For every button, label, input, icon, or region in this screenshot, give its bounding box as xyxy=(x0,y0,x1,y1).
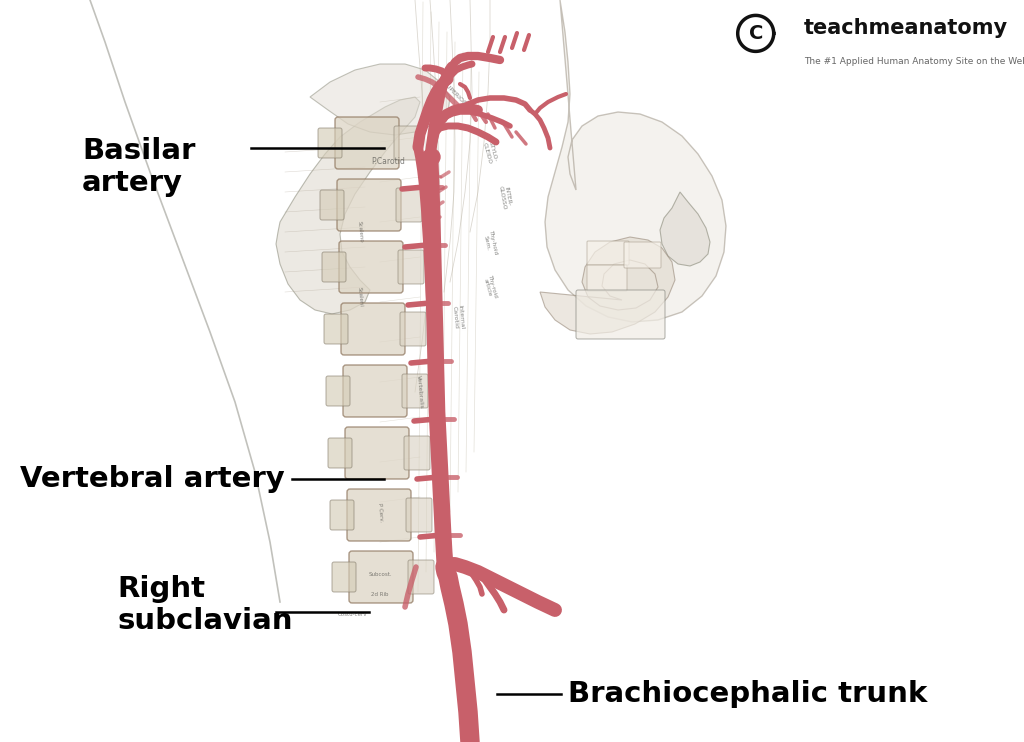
Text: 2d Rib: 2d Rib xyxy=(372,591,389,597)
FancyBboxPatch shape xyxy=(624,242,662,268)
Text: Costu-cerv: Costu-cerv xyxy=(337,611,367,617)
Text: Internal
Carotid: Internal Carotid xyxy=(452,304,465,329)
Circle shape xyxy=(424,149,440,165)
Text: Basilar
artery: Basilar artery xyxy=(82,137,196,197)
FancyBboxPatch shape xyxy=(335,117,399,169)
FancyBboxPatch shape xyxy=(345,427,409,479)
Text: Right
subclavian: Right subclavian xyxy=(118,574,293,635)
FancyBboxPatch shape xyxy=(396,188,422,222)
FancyBboxPatch shape xyxy=(330,500,354,530)
Text: The #1 Applied Human Anatomy Site on the Web.: The #1 Applied Human Anatomy Site on the… xyxy=(804,57,1024,66)
Text: Vertebral artery: Vertebral artery xyxy=(20,464,286,493)
Text: Scaleni: Scaleni xyxy=(356,287,364,307)
Text: P.Carotid: P.Carotid xyxy=(371,157,404,166)
FancyBboxPatch shape xyxy=(318,128,342,158)
FancyBboxPatch shape xyxy=(337,179,401,231)
FancyBboxPatch shape xyxy=(349,551,413,603)
FancyBboxPatch shape xyxy=(343,365,407,417)
FancyBboxPatch shape xyxy=(324,314,348,344)
Text: Subcost.: Subcost. xyxy=(369,571,392,577)
FancyBboxPatch shape xyxy=(328,438,352,468)
Text: Thy-hoid
Sem.: Thy-hoid Sem. xyxy=(482,229,498,255)
Text: teachmeanatomy: teachmeanatomy xyxy=(804,19,1008,38)
Text: Thy-roid
article: Thy-roid article xyxy=(481,274,499,300)
FancyBboxPatch shape xyxy=(319,190,344,220)
FancyBboxPatch shape xyxy=(400,312,426,346)
FancyBboxPatch shape xyxy=(587,241,629,265)
FancyBboxPatch shape xyxy=(322,252,346,282)
FancyBboxPatch shape xyxy=(575,290,665,339)
FancyBboxPatch shape xyxy=(394,126,420,160)
Text: SUPERIOR: SUPERIOR xyxy=(442,81,468,107)
FancyBboxPatch shape xyxy=(339,241,403,293)
FancyBboxPatch shape xyxy=(402,374,428,408)
FancyBboxPatch shape xyxy=(404,436,430,470)
Polygon shape xyxy=(540,237,675,334)
Text: Vertebralis: Vertebralis xyxy=(416,375,424,409)
FancyBboxPatch shape xyxy=(398,250,424,284)
Polygon shape xyxy=(276,97,420,314)
FancyBboxPatch shape xyxy=(341,303,406,355)
FancyBboxPatch shape xyxy=(408,560,434,594)
FancyBboxPatch shape xyxy=(347,489,411,541)
Text: Scaleno: Scaleno xyxy=(356,221,364,243)
FancyBboxPatch shape xyxy=(406,498,432,532)
Text: P Cerv.: P Cerv. xyxy=(377,502,383,522)
Polygon shape xyxy=(545,0,726,322)
Text: INTER-
GLOSSO: INTER- GLOSSO xyxy=(498,184,512,210)
Text: Brachiocephalic trunk: Brachiocephalic trunk xyxy=(568,680,928,708)
FancyBboxPatch shape xyxy=(587,265,627,291)
Text: C: C xyxy=(749,24,763,43)
Polygon shape xyxy=(660,192,710,266)
Text: STYLO-
CLEIDO: STYLO- CLEIDO xyxy=(482,140,498,164)
FancyBboxPatch shape xyxy=(332,562,356,592)
FancyBboxPatch shape xyxy=(326,376,350,406)
Polygon shape xyxy=(310,64,450,135)
